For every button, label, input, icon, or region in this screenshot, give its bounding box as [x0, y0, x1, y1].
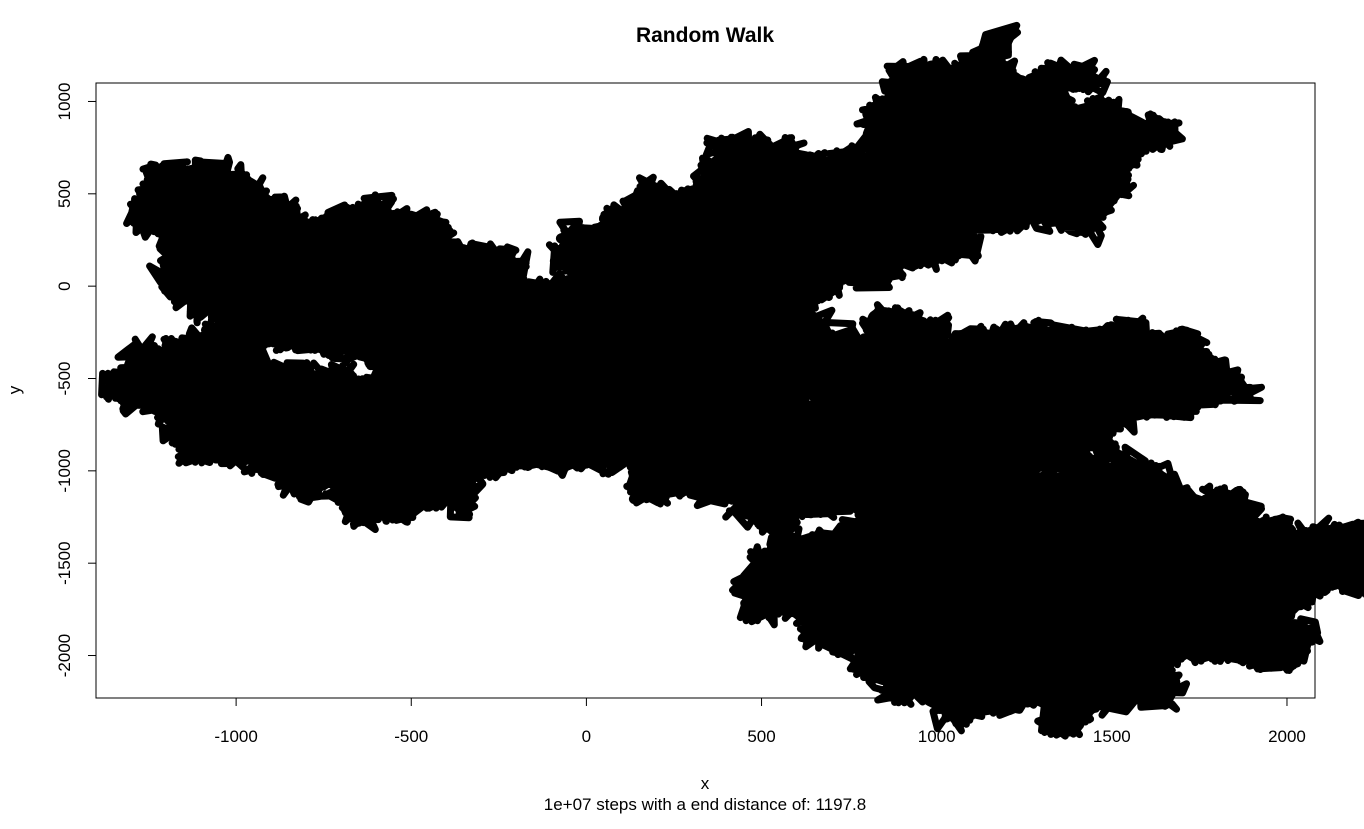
- y-tick-label: 1000: [55, 83, 74, 121]
- y-axis-label: y: [5, 385, 24, 394]
- y-axis: 1000 500 0 -500 -1000 -1500 -2000: [55, 83, 96, 678]
- x-tick-label: 1500: [1093, 727, 1131, 746]
- y-tick-label: -1000: [55, 449, 74, 492]
- chart-title: Random Walk: [636, 24, 774, 47]
- x-tick-label: 500: [747, 727, 775, 746]
- x-tick-label: -500: [394, 727, 428, 746]
- chart-subtitle: 1e+07 steps with a end distance of: 1197…: [544, 795, 866, 814]
- x-tick-label: 0: [582, 727, 591, 746]
- y-tick-label: 500: [55, 180, 74, 208]
- y-tick-label: -500: [55, 361, 74, 395]
- x-tick-label: -1000: [214, 727, 257, 746]
- x-tick-label: 2000: [1268, 727, 1306, 746]
- x-tick-label: 1000: [918, 727, 956, 746]
- x-axis-label: x: [701, 774, 710, 793]
- walk-path-layer: [102, 25, 1364, 736]
- y-tick-label: 0: [55, 281, 74, 290]
- y-tick-label: -1500: [55, 541, 74, 584]
- y-tick-label: -2000: [55, 634, 74, 677]
